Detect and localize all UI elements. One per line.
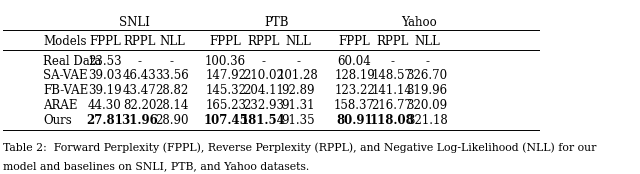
Text: 92.89: 92.89	[282, 84, 315, 97]
Text: 320.09: 320.09	[406, 99, 447, 112]
Text: FPPL: FPPL	[339, 35, 371, 48]
Text: 216.77: 216.77	[372, 99, 413, 112]
Text: RPPL: RPPL	[376, 35, 408, 48]
Text: PTB: PTB	[264, 16, 289, 29]
Text: 28.14: 28.14	[156, 99, 189, 112]
Text: 27.81: 27.81	[86, 114, 123, 127]
Text: 43.47: 43.47	[123, 84, 157, 97]
Text: 128.19: 128.19	[334, 69, 375, 82]
Text: 141.14: 141.14	[372, 84, 413, 97]
Text: 23.53: 23.53	[88, 55, 122, 68]
Text: 46.43: 46.43	[123, 69, 157, 82]
Text: 326.70: 326.70	[406, 69, 447, 82]
Text: 44.30: 44.30	[88, 99, 122, 112]
Text: 39.03: 39.03	[88, 69, 122, 82]
Text: FPPL: FPPL	[210, 35, 241, 48]
Text: 165.23: 165.23	[205, 99, 246, 112]
Text: 232.93: 232.93	[243, 99, 284, 112]
Text: 33.56: 33.56	[155, 69, 189, 82]
Text: 321.18: 321.18	[406, 114, 447, 127]
Text: 31.96: 31.96	[122, 114, 158, 127]
Text: SNLI: SNLI	[119, 16, 150, 29]
Text: 60.04: 60.04	[338, 55, 371, 68]
Text: -: -	[296, 55, 300, 68]
Text: FB-VAE: FB-VAE	[43, 84, 88, 97]
Text: -: -	[138, 55, 141, 68]
Text: 210.02: 210.02	[243, 69, 284, 82]
Text: Yahoo: Yahoo	[401, 16, 437, 29]
Text: NLL: NLL	[414, 35, 440, 48]
Text: 319.96: 319.96	[406, 84, 447, 97]
Text: NLL: NLL	[285, 35, 311, 48]
Text: 28.82: 28.82	[156, 84, 189, 97]
Text: 123.22: 123.22	[334, 84, 375, 97]
Text: SA-VAE: SA-VAE	[43, 69, 88, 82]
Text: 181.54: 181.54	[241, 114, 285, 127]
Text: 80.91: 80.91	[336, 114, 373, 127]
Text: 204.11: 204.11	[243, 84, 284, 97]
Text: 101.28: 101.28	[278, 69, 319, 82]
Text: 118.08: 118.08	[370, 114, 415, 127]
Text: 100.36: 100.36	[205, 55, 246, 68]
Text: -: -	[261, 55, 265, 68]
Text: 91.35: 91.35	[282, 114, 315, 127]
Text: Table 2:  Forward Perplexity (FPPL), Reverse Perplexity (RPPL), and Negative Log: Table 2: Forward Perplexity (FPPL), Reve…	[3, 143, 596, 153]
Text: ARAE: ARAE	[43, 99, 77, 112]
Text: -: -	[170, 55, 174, 68]
Text: 145.32: 145.32	[205, 84, 246, 97]
Text: -: -	[390, 55, 394, 68]
Text: NLL: NLL	[159, 35, 185, 48]
Text: Real Data: Real Data	[43, 55, 101, 68]
Text: 147.92: 147.92	[205, 69, 246, 82]
Text: model and baselines on SNLI, PTB, and Yahoo datasets.: model and baselines on SNLI, PTB, and Ya…	[3, 161, 309, 171]
Text: 39.19: 39.19	[88, 84, 122, 97]
Text: 28.90: 28.90	[156, 114, 189, 127]
Text: Models: Models	[43, 35, 86, 48]
Text: FPPL: FPPL	[89, 35, 121, 48]
Text: Ours: Ours	[43, 114, 72, 127]
Text: 82.20: 82.20	[123, 99, 156, 112]
Text: -: -	[425, 55, 429, 68]
Text: 91.31: 91.31	[282, 99, 315, 112]
Text: 148.57: 148.57	[372, 69, 413, 82]
Text: 158.37: 158.37	[334, 99, 375, 112]
Text: 107.45: 107.45	[204, 114, 248, 127]
Text: RPPL: RPPL	[247, 35, 280, 48]
Text: RPPL: RPPL	[124, 35, 156, 48]
